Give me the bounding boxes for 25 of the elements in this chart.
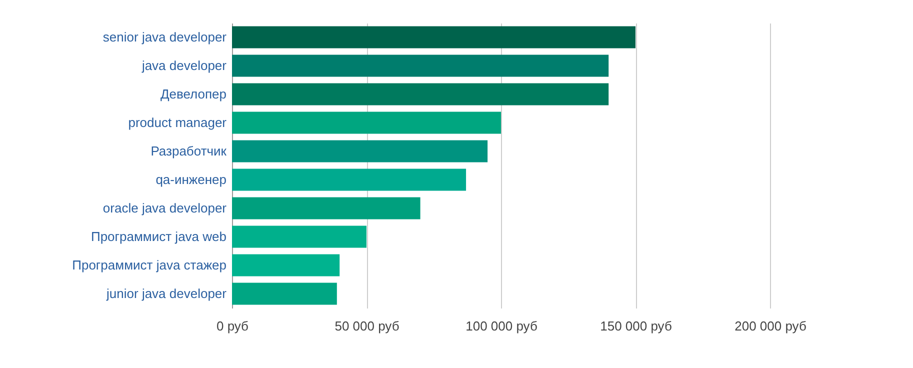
x-tick-label: 150 000 руб [600,318,672,334]
bar [232,254,340,276]
bar [232,54,609,77]
y-tick-label: product manager [128,114,228,130]
bar [232,140,488,162]
y-tick-label: java developer [140,58,228,73]
bar [232,83,609,106]
y-tick-label: Разработчик [150,143,227,158]
x-tick-label: 0 руб [216,318,249,334]
bar [232,26,636,48]
y-tick-label: Программист java стажер [72,257,226,272]
bar [232,197,420,220]
x-tick-label: 100 000 руб [466,318,538,334]
bar [232,112,501,134]
y-tick-label: junior java developer [106,286,228,301]
x-tick-label: 200 000 руб [734,318,806,334]
bar [232,282,337,305]
y-tick-label: qa-инженер [156,172,226,187]
y-tick-label: Девелопер [160,86,226,102]
y-tick-label: Программист java web [90,228,226,244]
bar [232,168,466,191]
bar [232,226,366,248]
x-tick-label: 50 000 руб [334,318,400,334]
y-tick-label: senior java developer [102,29,228,44]
y-tick-label: oracle java developer [102,200,228,216]
